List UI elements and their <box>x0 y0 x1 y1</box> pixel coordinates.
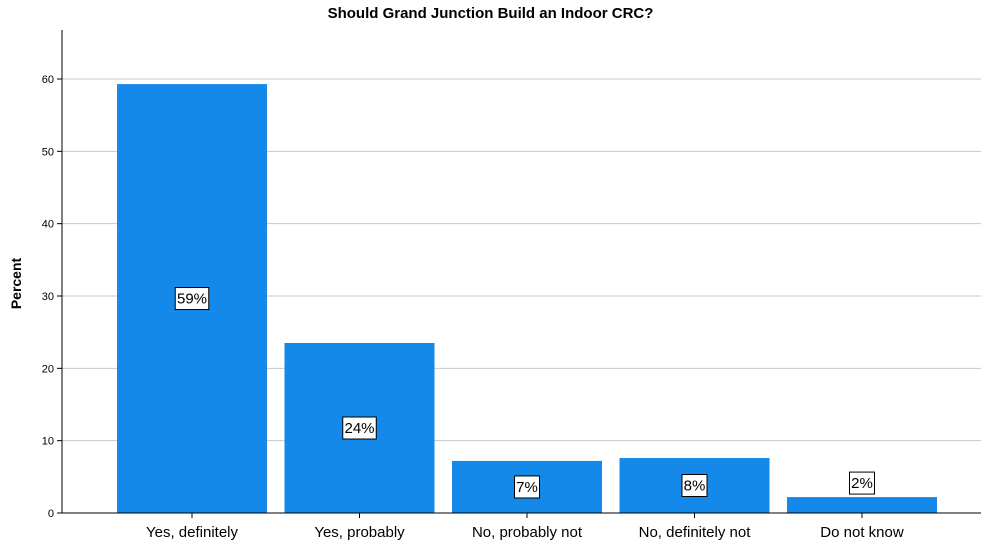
data-label: 2% <box>851 475 873 492</box>
x-tick-label: Yes, definitely <box>146 524 239 541</box>
data-label-box <box>849 471 875 495</box>
y-tick-label: 40 <box>42 219 54 231</box>
x-tick-label: Do not know <box>820 524 904 541</box>
data-label-box <box>342 416 377 440</box>
y-tick-label: 60 <box>42 74 54 86</box>
bar <box>787 497 937 513</box>
y-tick-label: 50 <box>42 146 54 158</box>
data-label: 59% <box>177 291 207 308</box>
data-label: 8% <box>684 478 706 495</box>
y-tick-label: 30 <box>42 291 54 303</box>
data-label-box <box>174 287 210 311</box>
y-axis-label: Percent <box>8 257 24 309</box>
y-tick-label: 0 <box>48 508 54 520</box>
chart-title: Should Grand Junction Build an Indoor CR… <box>327 5 654 22</box>
data-label-box <box>514 475 540 499</box>
x-tick-label: No, definitely not <box>639 524 752 541</box>
data-label-box <box>681 474 708 498</box>
x-tick-label: No, probably not <box>472 524 583 541</box>
y-tick-label: 10 <box>42 436 54 448</box>
x-tick-label: Yes, probably <box>314 524 405 541</box>
y-tick-label: 20 <box>42 363 54 375</box>
data-label: 7% <box>516 479 538 496</box>
data-label: 24% <box>344 420 374 437</box>
